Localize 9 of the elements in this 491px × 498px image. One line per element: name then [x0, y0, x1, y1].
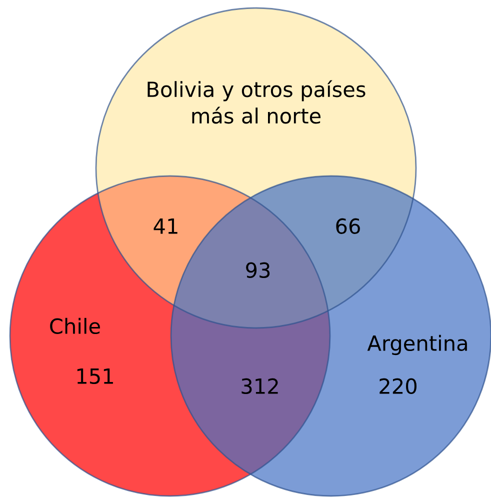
category-label: Chile [50, 318, 100, 334]
category-label: Bolivia y otros países más al norte [148, 80, 366, 124]
category-label: Argentina [367, 334, 467, 356]
text: 93 [246, 262, 270, 278]
text: 41 [154, 218, 178, 234]
text: 66 [336, 218, 360, 234]
text: 312 [242, 378, 278, 394]
data-label: 151 [77, 368, 113, 384]
data-label: 220 [380, 378, 416, 394]
